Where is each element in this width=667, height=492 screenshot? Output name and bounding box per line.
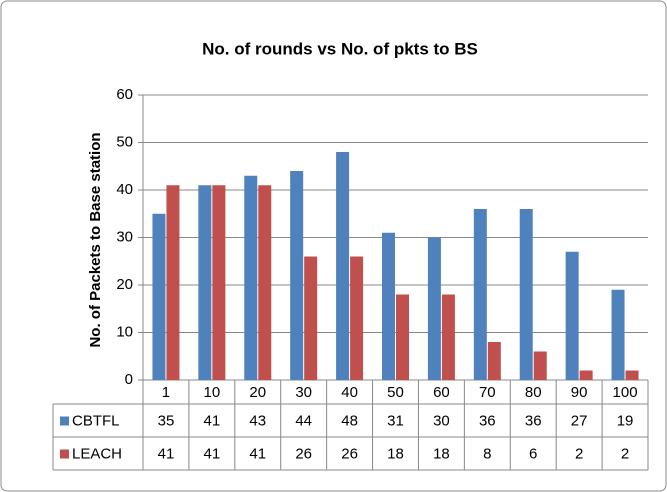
bar (198, 185, 212, 380)
table-value: 43 (249, 412, 266, 429)
bar (350, 256, 364, 380)
y-tick-label: 10 (116, 323, 133, 340)
y-axis-label: No. of Packets to Base station (87, 132, 104, 347)
legend-swatch (60, 416, 69, 426)
table-value: 41 (158, 445, 175, 462)
bar (258, 185, 272, 380)
table-value: 8 (483, 445, 491, 462)
table-value: 36 (525, 412, 542, 429)
x-tick-label: 100 (613, 384, 638, 401)
table-value: 26 (341, 445, 358, 462)
y-tick-label: 40 (116, 181, 133, 198)
table-value: 2 (621, 445, 629, 462)
bar (441, 294, 455, 380)
x-tick-label: 80 (525, 384, 542, 401)
table-value: 35 (158, 412, 175, 429)
bar (304, 256, 318, 380)
x-tick-label: 40 (341, 384, 358, 401)
table-value: 6 (529, 445, 537, 462)
table-value: 18 (433, 445, 450, 462)
table-value: 41 (249, 445, 266, 462)
table-value: 18 (387, 445, 404, 462)
table-value: 48 (341, 412, 358, 429)
chart-title: No. of rounds vs No. of pkts to BS (202, 39, 478, 58)
bar (244, 175, 258, 380)
table-value: 36 (479, 412, 496, 429)
bar (427, 237, 441, 380)
table-value: 2 (575, 445, 583, 462)
bar (579, 370, 593, 380)
x-tick-label: 50 (387, 384, 404, 401)
x-tick-label: 60 (433, 384, 450, 401)
x-tick-label: 10 (204, 384, 221, 401)
bar (336, 152, 350, 380)
y-tick-label: 60 (116, 86, 133, 103)
bar (396, 294, 409, 380)
x-tick-label: 70 (479, 384, 496, 401)
table-value: 27 (571, 412, 588, 429)
table-value: 44 (295, 412, 312, 429)
bar (533, 351, 547, 380)
table-value: 41 (204, 445, 221, 462)
table-value: 31 (387, 412, 404, 429)
table-value: 19 (617, 412, 634, 429)
bar (166, 185, 180, 380)
legend-label: CBTFL (72, 412, 120, 429)
bar (625, 370, 639, 380)
legend-label: LEACH (72, 445, 122, 462)
bar (152, 213, 166, 380)
bar (565, 251, 579, 380)
x-tick-label: 30 (295, 384, 312, 401)
bar (382, 232, 395, 380)
y-tick-label: 30 (116, 228, 133, 245)
bar (473, 209, 487, 380)
y-tick-label: 0 (125, 371, 133, 388)
bar (611, 289, 625, 380)
x-tick-label: 20 (249, 384, 266, 401)
table-value: 30 (433, 412, 450, 429)
bar (487, 342, 501, 380)
y-tick-label: 20 (116, 276, 133, 293)
y-tick-label: 50 (116, 133, 133, 150)
bar (212, 185, 226, 380)
x-tick-label: 1 (162, 384, 170, 401)
table-value: 26 (295, 445, 312, 462)
x-tick-label: 90 (571, 384, 588, 401)
bar (519, 209, 533, 380)
legend-swatch (60, 449, 69, 459)
bar (290, 171, 304, 380)
table-value: 41 (204, 412, 221, 429)
